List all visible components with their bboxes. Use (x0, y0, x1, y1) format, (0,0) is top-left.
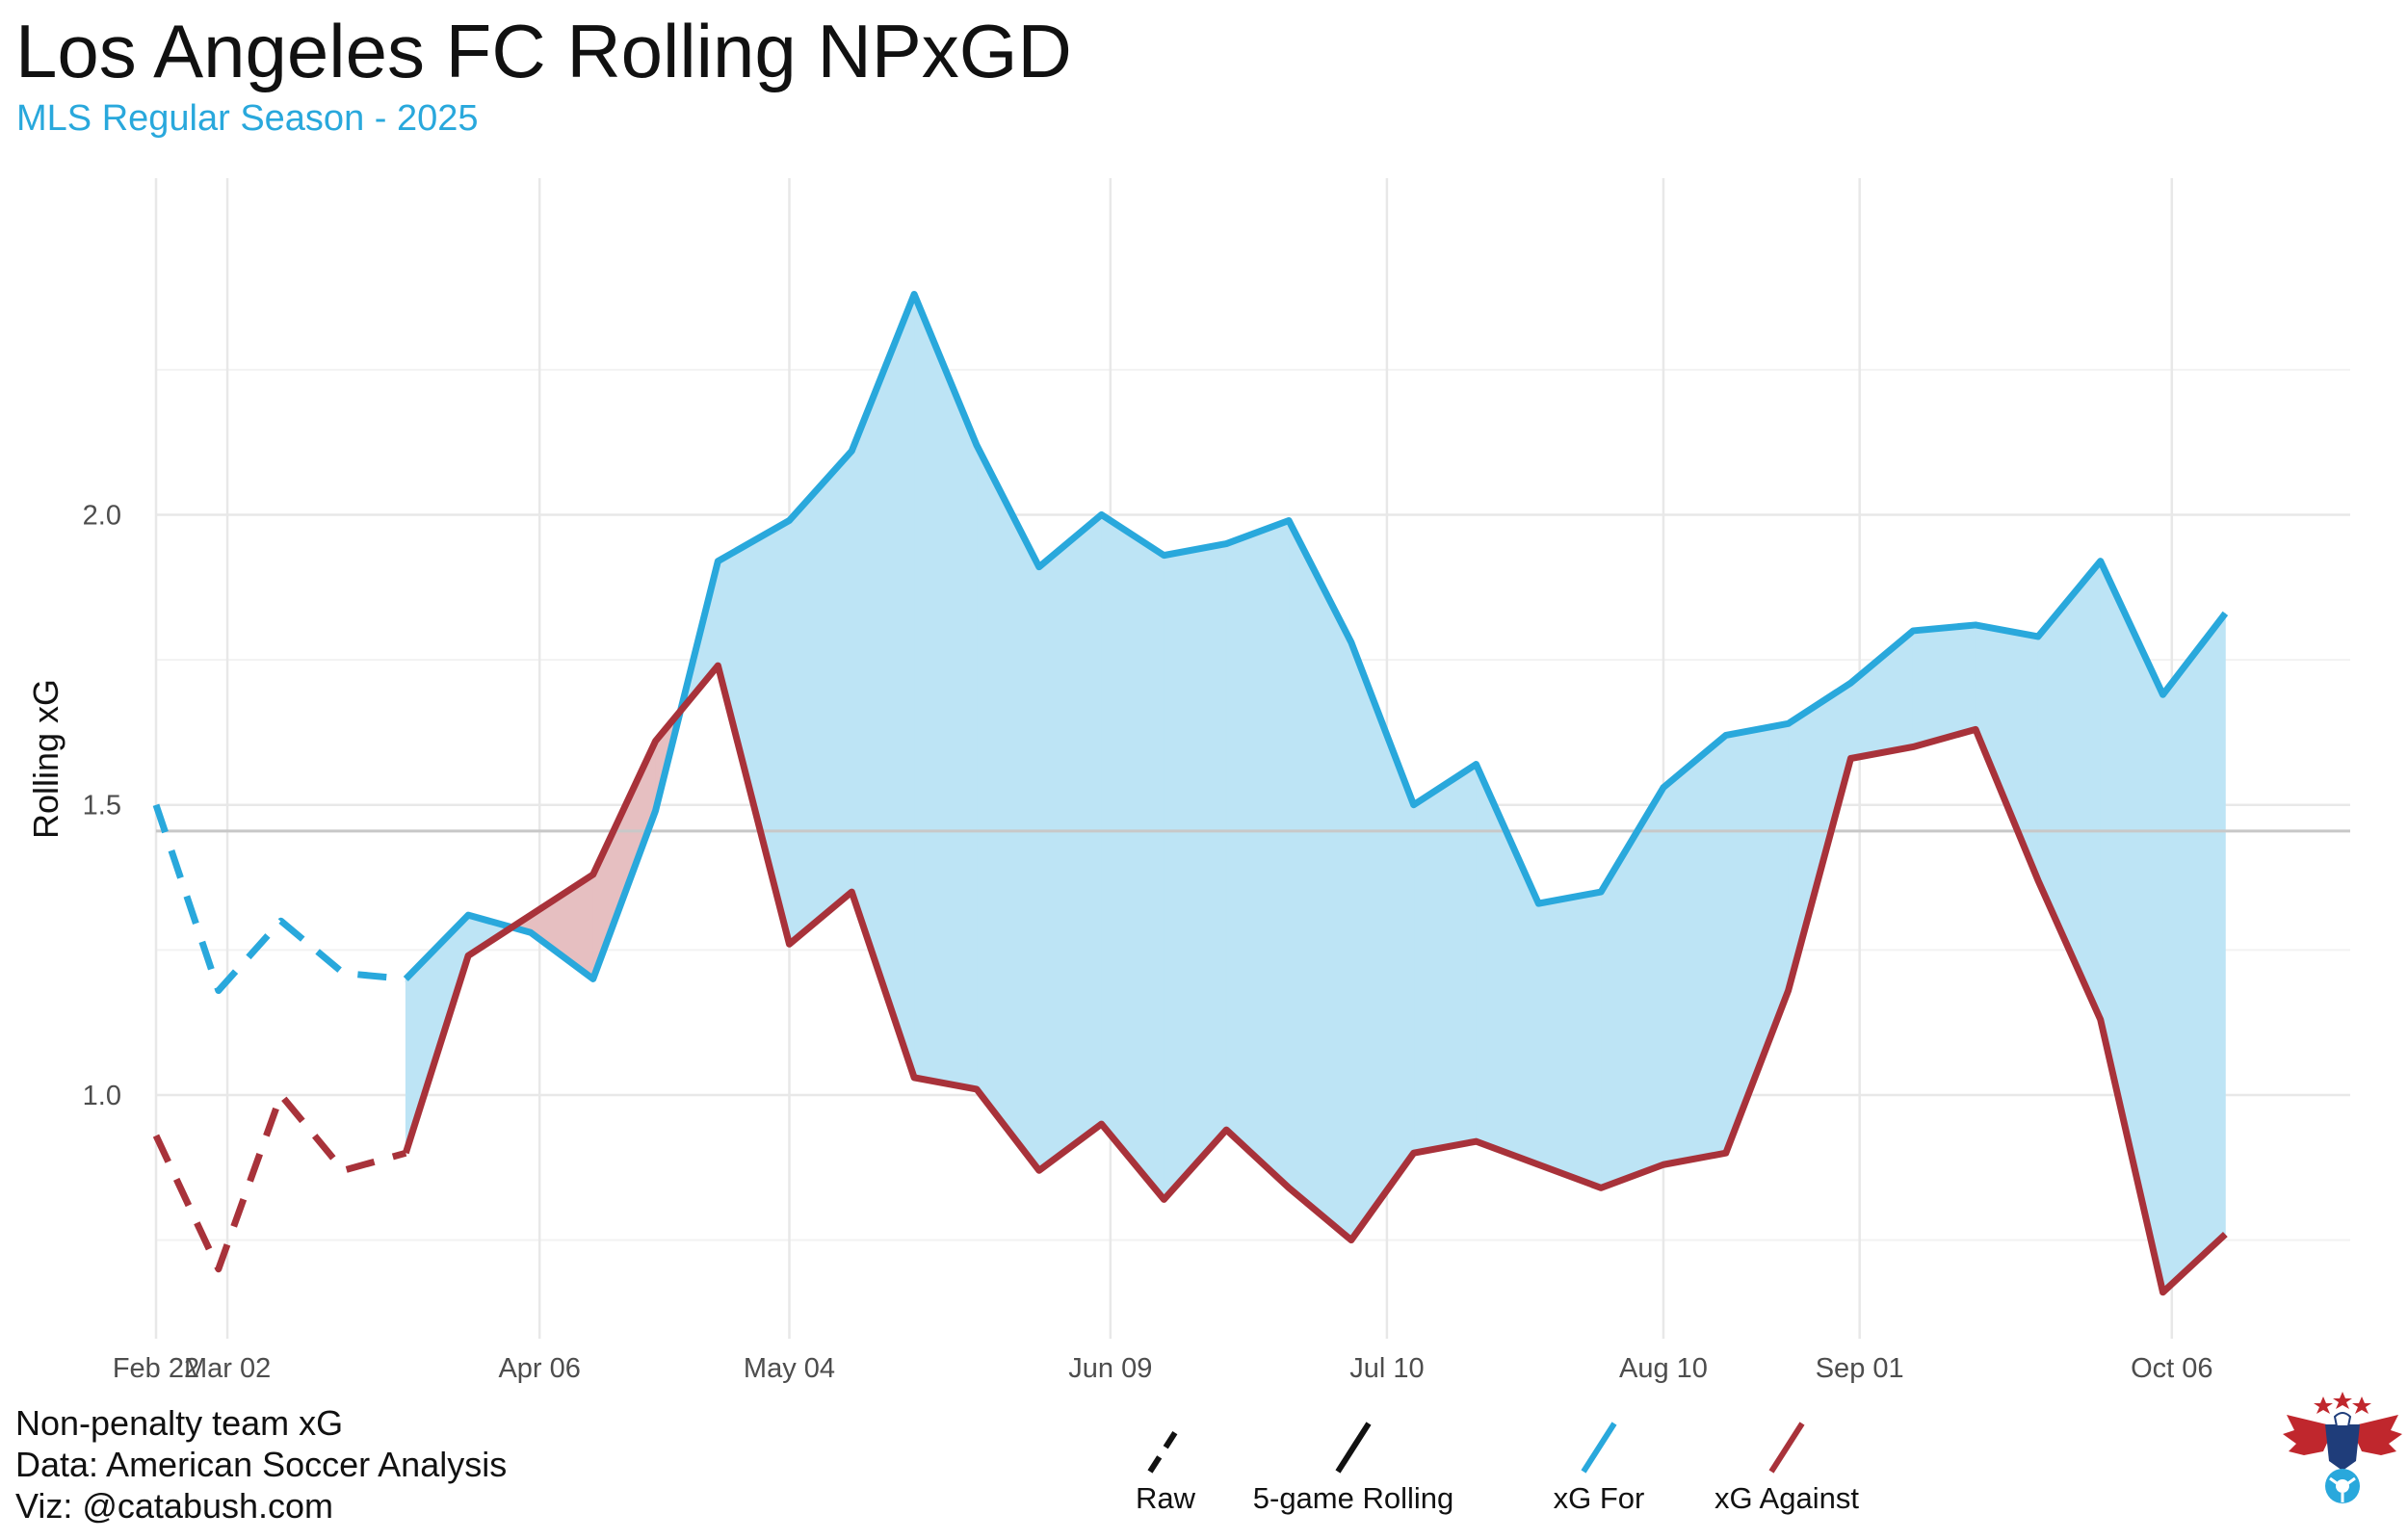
y-tick-label: 1.5 (83, 791, 121, 822)
caption-line: Data: American Soccer Analysis (15, 1445, 508, 1484)
x-tick-label: Oct 06 (2131, 1353, 2212, 1384)
legend-key (1581, 1422, 1617, 1474)
xg-for-fill (913, 294, 978, 1090)
x-tick-label: Jun 09 (1068, 1353, 1152, 1384)
xg-for-fill (851, 294, 915, 1079)
legend-key (1768, 1422, 1805, 1474)
y-tick-label: 2.0 (83, 500, 121, 531)
x-tick-label: Mar 02 (184, 1353, 271, 1384)
xg-for-raw-line (152, 803, 406, 994)
x-tick-label: Jul 10 (1349, 1353, 1424, 1384)
legend-item: Raw (1136, 1422, 1196, 1515)
xg-for-rolling-line (403, 291, 2229, 982)
eagle-soccer-ball-logo (2283, 1392, 2402, 1503)
xg-for-fill (717, 519, 790, 945)
legend-item: xG For (1554, 1422, 1645, 1515)
caption: Non-penalty team xG Data: American Socce… (15, 1402, 507, 1527)
x-tick-label: Sep 01 (1816, 1353, 1904, 1384)
xg-for-fill (789, 450, 852, 946)
xg-for-fill (1413, 763, 1477, 1154)
chart-subtitle: MLS Regular Season - 2025 (16, 98, 479, 139)
xg-for-fill (1101, 513, 1165, 1201)
chart-title: Los Angeles FC Rolling NPxGD (15, 9, 1072, 93)
xg-for-fill (1038, 513, 1102, 1172)
series-lines (152, 291, 2229, 1296)
caption-line: Non-penalty team xG (15, 1403, 344, 1443)
xg-for-fill (1163, 543, 1227, 1201)
legend-key (1147, 1422, 1184, 1474)
xg-for-fill (1662, 734, 1727, 1165)
legend-item: xG Against (1714, 1422, 1859, 1515)
x-tick-label: Feb 22 (113, 1353, 199, 1384)
legend-label: 5-game Rolling (1253, 1481, 1454, 1515)
xg-against-rolling-line (402, 662, 2228, 1296)
legend-key (1335, 1422, 1372, 1474)
legend-label: xG For (1554, 1481, 1645, 1515)
y-axis-ticks: 1.0 1.5 2.0 (83, 500, 121, 1110)
difference-fill (405, 294, 2226, 1293)
x-tick-label: Apr 06 (498, 1353, 580, 1384)
xg-for-fill (1476, 764, 1539, 1165)
xg-against-raw-line (152, 1091, 407, 1273)
caption-line: Viz: @catabush.com (15, 1486, 334, 1526)
legend-label: xG Against (1714, 1481, 1859, 1515)
xg-for-fill (1225, 519, 1290, 1189)
legend: Raw 5-game Rolling xG For xG Against (1136, 1422, 1859, 1515)
legend-item: 5-game Rolling (1253, 1422, 1454, 1515)
x-tick-label: Aug 10 (1619, 1353, 1708, 1384)
xg-for-fill (1725, 722, 1790, 1154)
x-tick-label: May 04 (744, 1353, 835, 1384)
y-tick-label: 1.0 (83, 1081, 121, 1111)
xg-for-fill (1600, 786, 1664, 1188)
xg-for-fill (1537, 891, 1602, 1188)
legend-label: Raw (1136, 1481, 1196, 1515)
y-axis-label: Rolling xG (26, 679, 65, 839)
xg-for-fill (2162, 612, 2226, 1293)
